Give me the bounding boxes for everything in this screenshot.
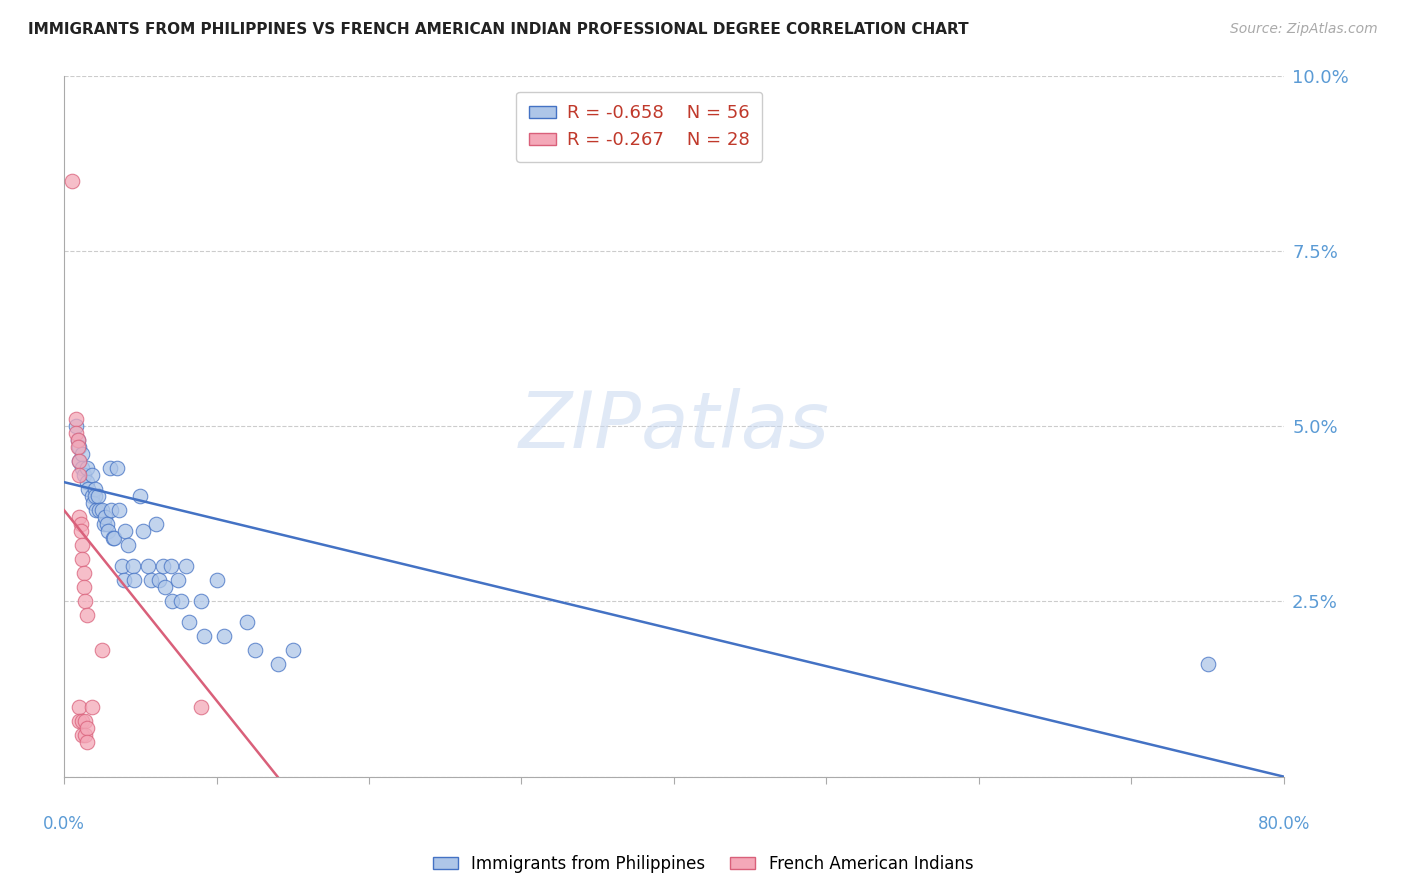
Point <box>117 538 139 552</box>
Point <box>69 517 91 532</box>
Point <box>76 734 98 748</box>
Point <box>190 594 212 608</box>
Text: Source: ZipAtlas.com: Source: ZipAtlas.com <box>1230 22 1378 37</box>
Text: IMMIGRANTS FROM PHILIPPINES VS FRENCH AMERICAN INDIAN PROFESSIONAL DEGREE CORREL: IMMIGRANTS FROM PHILIPPINES VS FRENCH AM… <box>28 22 969 37</box>
Point <box>72 552 94 566</box>
Point <box>162 594 184 608</box>
Point <box>67 510 90 524</box>
Point <box>101 531 124 545</box>
Point <box>72 461 94 475</box>
Point <box>76 721 98 735</box>
Point <box>243 643 266 657</box>
Point <box>98 461 121 475</box>
Point <box>266 657 288 672</box>
Point <box>159 559 181 574</box>
Point <box>86 489 108 503</box>
Point <box>132 524 155 539</box>
Point <box>82 496 104 510</box>
Point <box>167 574 190 588</box>
Point <box>77 482 100 496</box>
Point <box>60 174 83 188</box>
Point <box>76 461 98 475</box>
Point <box>65 412 87 426</box>
Point <box>89 503 111 517</box>
Point <box>97 524 120 539</box>
Point <box>76 608 98 623</box>
Point <box>93 517 115 532</box>
Text: 0.0%: 0.0% <box>44 815 84 833</box>
Point <box>72 538 94 552</box>
Point <box>100 503 122 517</box>
Point <box>190 699 212 714</box>
Point <box>67 699 90 714</box>
Point <box>153 580 176 594</box>
Point <box>205 574 228 588</box>
Text: ZIPatlas: ZIPatlas <box>519 388 830 464</box>
Point <box>136 559 159 574</box>
Point <box>73 566 96 581</box>
Point <box>121 559 143 574</box>
Point <box>66 440 89 454</box>
Point <box>75 594 97 608</box>
Point <box>67 714 90 728</box>
Legend: Immigrants from Philippines, French American Indians: Immigrants from Philippines, French Amer… <box>426 848 980 880</box>
Point <box>76 475 98 490</box>
Point <box>65 426 87 441</box>
Point <box>212 629 235 643</box>
Point <box>75 714 97 728</box>
Point <box>91 643 114 657</box>
Point <box>83 489 105 503</box>
Point <box>65 419 87 434</box>
Point <box>107 461 129 475</box>
Point <box>281 643 304 657</box>
Point <box>103 531 125 545</box>
Point <box>96 517 118 532</box>
Point <box>152 559 174 574</box>
Point <box>111 559 134 574</box>
Point <box>139 574 162 588</box>
Point <box>66 433 89 447</box>
Point <box>193 629 215 643</box>
Point <box>1197 657 1219 672</box>
Point <box>94 510 117 524</box>
Point <box>236 615 259 630</box>
Point <box>148 574 170 588</box>
Point <box>129 489 152 503</box>
Point <box>122 574 145 588</box>
Point <box>67 454 90 468</box>
Point <box>80 489 103 503</box>
Point <box>72 727 94 741</box>
Point <box>67 454 90 468</box>
Point <box>75 727 97 741</box>
Point <box>177 615 200 630</box>
Point <box>83 482 105 496</box>
Point <box>67 468 90 483</box>
Point <box>72 714 94 728</box>
Point <box>72 447 94 461</box>
Point <box>80 699 103 714</box>
Point <box>108 503 131 517</box>
Text: 80.0%: 80.0% <box>1257 815 1310 833</box>
Legend: R = -0.658    N = 56, R = -0.267    N = 28: R = -0.658 N = 56, R = -0.267 N = 28 <box>516 92 762 161</box>
Point <box>112 574 135 588</box>
Point <box>67 440 90 454</box>
Point <box>80 468 103 483</box>
Point <box>91 503 114 517</box>
Point <box>84 503 107 517</box>
Point <box>174 559 197 574</box>
Point <box>170 594 193 608</box>
Point <box>73 580 96 594</box>
Point <box>145 517 167 532</box>
Point <box>66 433 89 447</box>
Point <box>69 524 91 539</box>
Point <box>73 468 96 483</box>
Point <box>114 524 136 539</box>
